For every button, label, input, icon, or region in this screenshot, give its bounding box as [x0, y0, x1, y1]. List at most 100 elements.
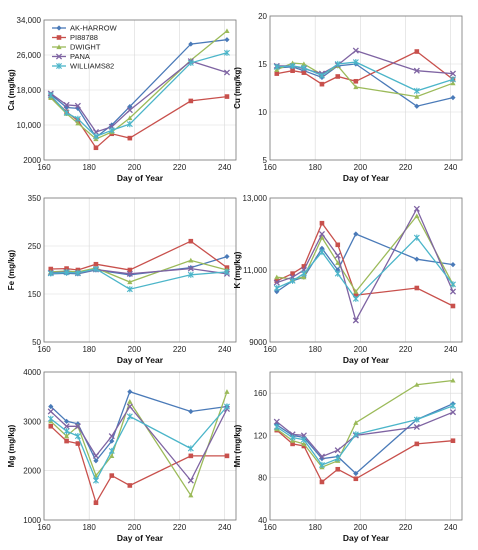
data-point: [47, 415, 54, 422]
y-tick-label: 26,000: [17, 51, 42, 60]
series-dwight: [274, 377, 456, 470]
data-point: [319, 235, 325, 240]
x-tick-label: 180: [82, 345, 96, 354]
data-point: [449, 409, 457, 416]
y-tick-label: 5: [263, 156, 268, 165]
series-williams82: [273, 234, 456, 302]
y-tick-label: 10,000: [17, 121, 42, 130]
x-axis-label: Day of Year: [343, 355, 390, 365]
data-point: [74, 102, 81, 109]
legend-entry: PI88788: [70, 33, 98, 42]
data-point: [74, 115, 81, 122]
y-tick-label: 150: [28, 290, 42, 299]
y-axis-label: Ca (mg/kg): [7, 69, 16, 111]
data-point: [273, 63, 280, 70]
data-point: [188, 408, 194, 415]
series-pi88788: [48, 423, 230, 506]
data-point: [450, 438, 456, 444]
data-point: [450, 377, 456, 383]
data-point: [301, 264, 307, 269]
x-tick-label: 220: [173, 163, 187, 172]
data-point: [224, 28, 230, 34]
data-point: [273, 284, 280, 292]
series-line: [276, 61, 454, 92]
y-tick-label: 15: [258, 60, 267, 69]
x-tick-label: 200: [128, 163, 142, 172]
data-point: [289, 62, 296, 70]
data-point: [335, 466, 341, 472]
x-tick-label: 240: [444, 345, 458, 354]
data-point: [449, 76, 456, 83]
y-tick-label: 13,000: [243, 194, 268, 203]
data-point: [224, 37, 230, 43]
x-tick-label: 240: [218, 163, 232, 172]
data-point: [92, 133, 99, 140]
x-tick-label: 240: [218, 523, 232, 532]
data-point: [352, 47, 359, 54]
data-point: [92, 452, 100, 459]
data-point: [353, 231, 359, 237]
data-point: [353, 420, 359, 425]
x-tick-label: 180: [82, 523, 96, 532]
data-point: [300, 436, 307, 443]
data-point: [224, 453, 230, 459]
data-point: [93, 500, 99, 506]
panel-mg: 160 180 200 220 240 1000 2000 3000 4000 Day of Ye…: [7, 368, 237, 543]
data-point: [92, 477, 99, 484]
y-tick-label: 11,000: [243, 266, 267, 275]
data-point: [109, 453, 115, 458]
x-tick-label: 180: [308, 345, 322, 354]
panel-k: 160 180 200 220 240 9000 11,000 13,000 Day of Ye…: [233, 194, 463, 365]
data-point: [318, 453, 326, 460]
series-line: [276, 214, 454, 293]
data-point: [273, 279, 280, 286]
series-williams82: [47, 49, 230, 140]
x-tick-label: 200: [128, 523, 142, 532]
y-tick-label: 4000: [23, 368, 41, 377]
data-point: [290, 68, 295, 74]
x-axis-label: Day of Year: [117, 533, 164, 543]
data-point: [224, 253, 230, 260]
x-tick-label: 160: [37, 163, 51, 172]
data-point: [413, 67, 420, 74]
series-line: [276, 233, 454, 293]
data-point: [450, 95, 456, 101]
data-point: [301, 443, 307, 449]
data-point: [74, 433, 81, 440]
series-williams82: [273, 58, 456, 94]
data-point: [188, 98, 194, 104]
data-point: [449, 281, 456, 288]
data-point: [74, 269, 81, 276]
data-point: [127, 115, 133, 121]
data-point: [63, 423, 70, 430]
x-tick-label: 200: [354, 345, 368, 354]
y-tick-label: 250: [28, 242, 42, 251]
x-tick-label: 220: [399, 345, 413, 354]
x-tick-label: 200: [354, 523, 368, 532]
y-axis-label: Mn (mg/kg): [233, 424, 242, 467]
data-point: [108, 433, 115, 440]
series-pi88788: [48, 238, 230, 273]
data-point: [301, 70, 307, 75]
data-point: [353, 292, 359, 298]
x-tick-label: 220: [173, 523, 187, 532]
data-point: [273, 418, 280, 425]
data-point: [63, 428, 70, 435]
data-point: [126, 121, 133, 128]
panel-cu: 160 180 200 220 240 5 10 15 20 Day of Year Cu (mg/…: [233, 12, 463, 183]
data-point: [93, 458, 99, 464]
data-point: [334, 60, 341, 68]
data-point: [335, 74, 341, 79]
data-point: [334, 270, 341, 277]
y-tick-label: 20: [258, 12, 267, 21]
y-tick-label: 34,000: [17, 16, 42, 25]
data-point: [414, 256, 420, 262]
series-williams82: [47, 403, 230, 484]
data-point: [414, 441, 420, 447]
data-point: [450, 80, 456, 86]
data-point: [224, 389, 230, 394]
data-point: [289, 277, 296, 284]
data-point: [301, 61, 307, 67]
y-tick-label: 350: [28, 194, 42, 203]
